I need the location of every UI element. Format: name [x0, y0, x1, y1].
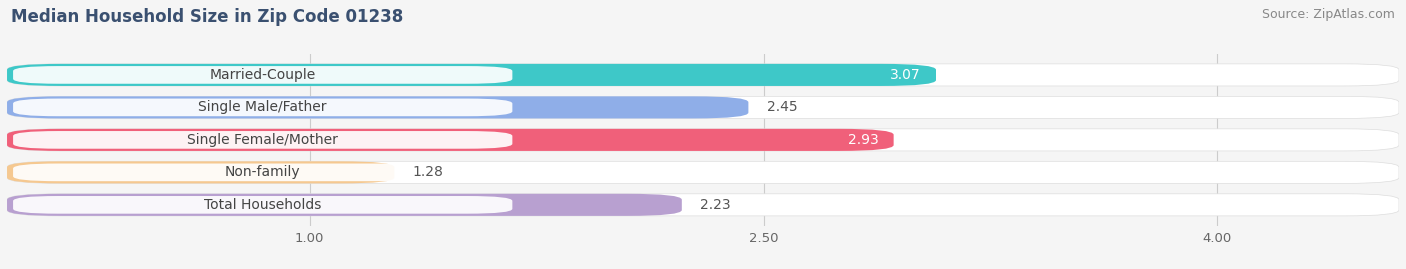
Text: Median Household Size in Zip Code 01238: Median Household Size in Zip Code 01238 — [11, 8, 404, 26]
FancyBboxPatch shape — [7, 96, 748, 118]
Text: Source: ZipAtlas.com: Source: ZipAtlas.com — [1261, 8, 1395, 21]
Text: Total Households: Total Households — [204, 198, 322, 212]
FancyBboxPatch shape — [13, 98, 512, 116]
FancyBboxPatch shape — [7, 161, 394, 183]
FancyBboxPatch shape — [13, 164, 512, 181]
Text: Married-Couple: Married-Couple — [209, 68, 316, 82]
Text: Non-family: Non-family — [225, 165, 301, 179]
FancyBboxPatch shape — [7, 64, 936, 86]
FancyBboxPatch shape — [7, 194, 1399, 216]
FancyBboxPatch shape — [7, 129, 1399, 151]
FancyBboxPatch shape — [7, 96, 1399, 118]
Text: 3.07: 3.07 — [890, 68, 921, 82]
Text: 2.23: 2.23 — [700, 198, 731, 212]
Text: 2.93: 2.93 — [848, 133, 879, 147]
Text: 2.45: 2.45 — [766, 100, 797, 114]
Text: 1.28: 1.28 — [412, 165, 443, 179]
FancyBboxPatch shape — [13, 131, 512, 149]
FancyBboxPatch shape — [7, 194, 682, 216]
FancyBboxPatch shape — [7, 129, 894, 151]
FancyBboxPatch shape — [7, 161, 1399, 183]
Text: Single Male/Father: Single Male/Father — [198, 100, 328, 114]
FancyBboxPatch shape — [7, 64, 1399, 86]
FancyBboxPatch shape — [13, 196, 512, 214]
FancyBboxPatch shape — [13, 66, 512, 84]
Text: Single Female/Mother: Single Female/Mother — [187, 133, 339, 147]
